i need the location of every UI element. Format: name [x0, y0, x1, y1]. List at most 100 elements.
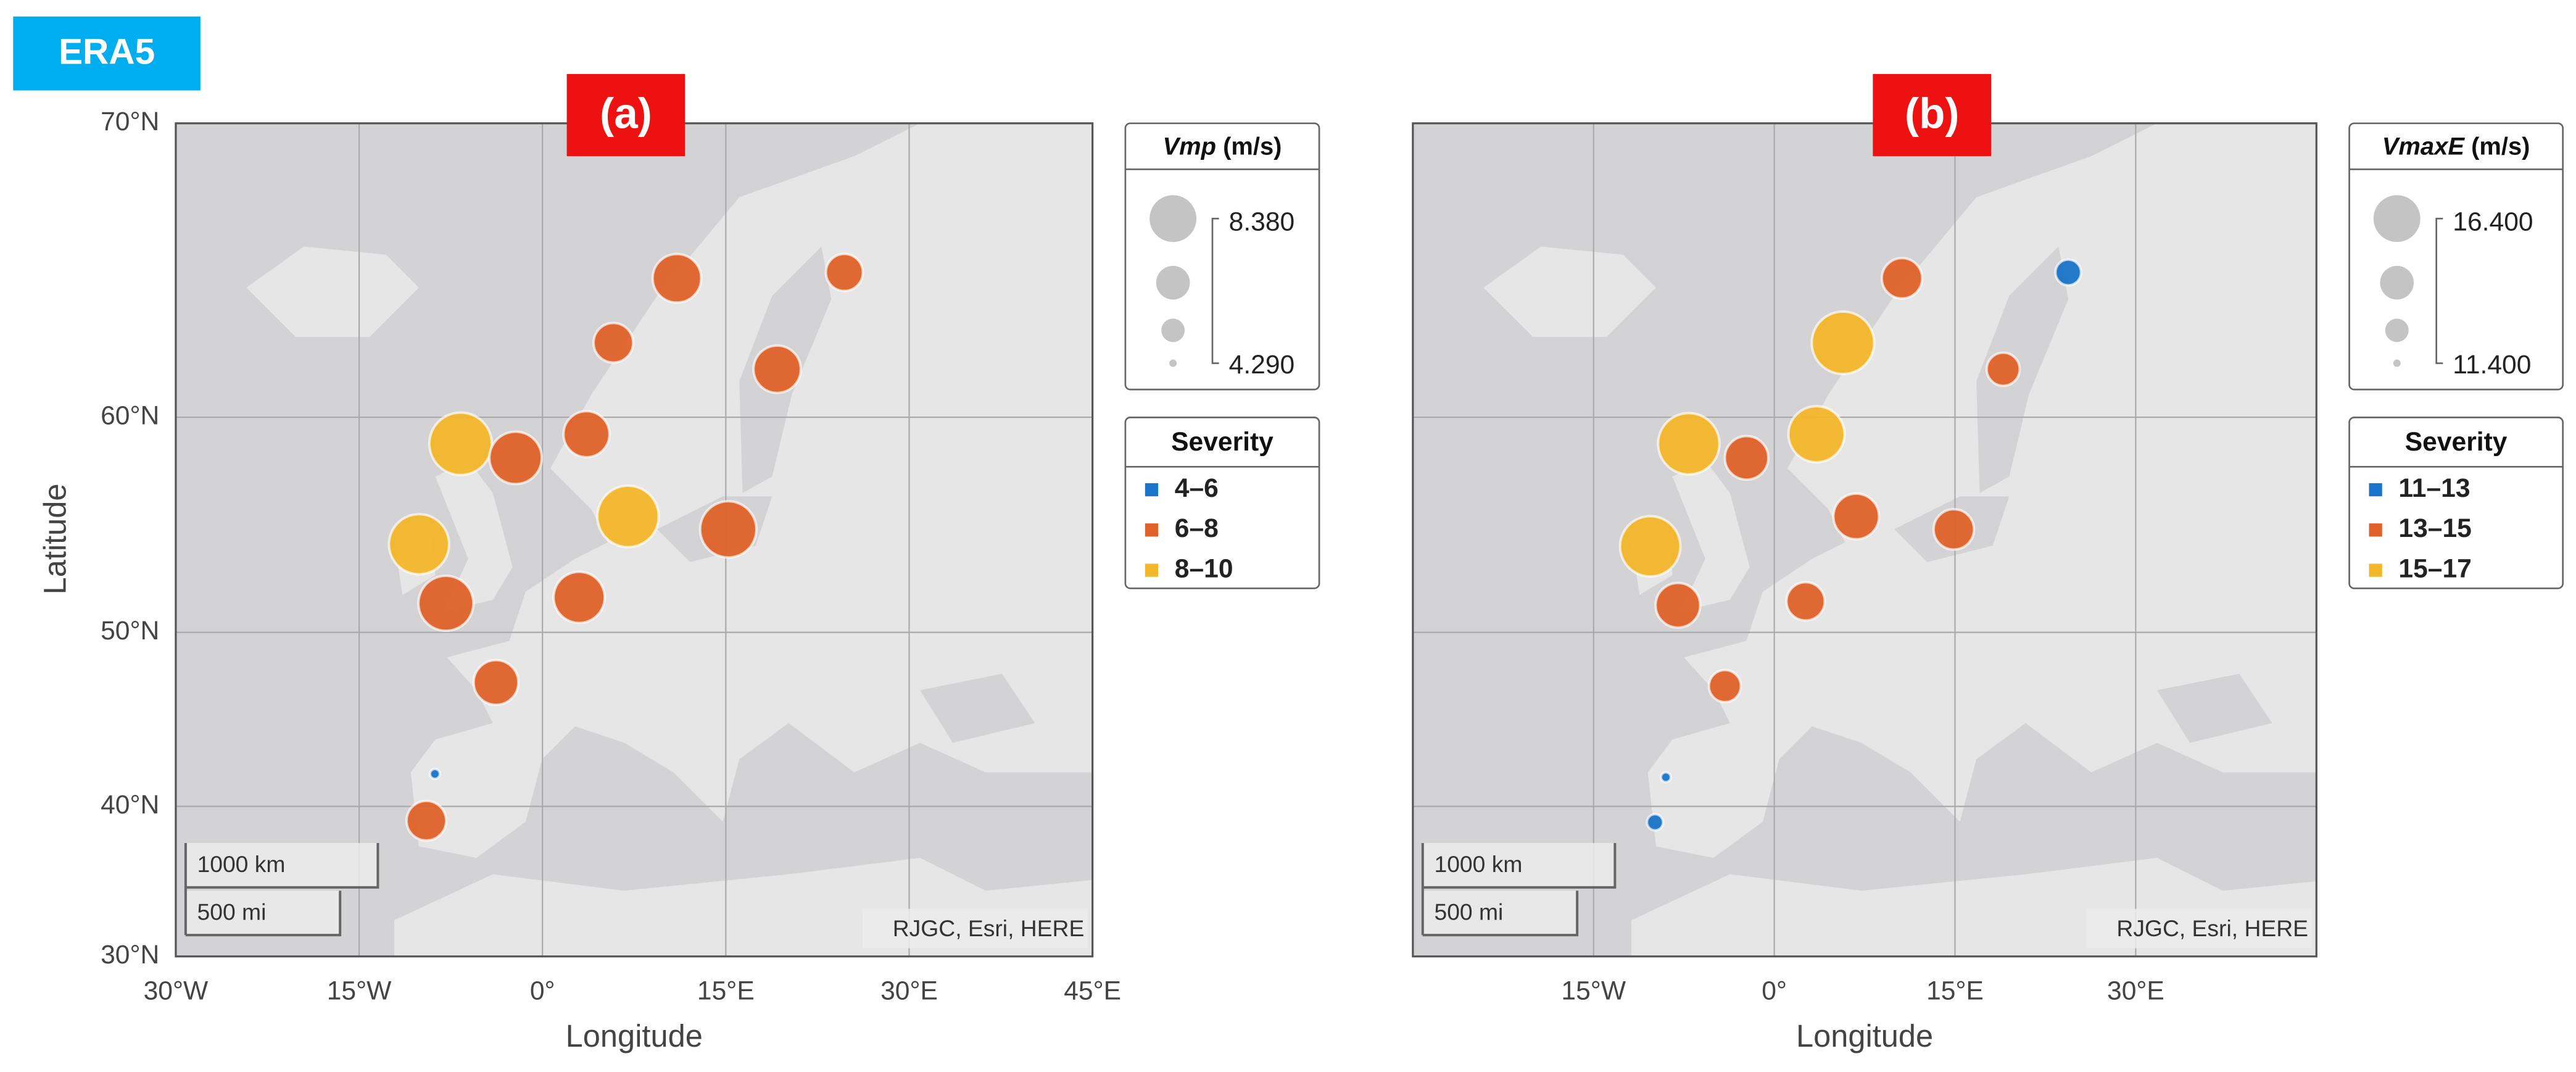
- x-tick-label: 30°E: [2107, 976, 2164, 1006]
- x-tick-label: 15°W: [327, 976, 392, 1006]
- scale-bar-label: 1000 km: [1434, 851, 1522, 877]
- panel-label-box: [1873, 73, 1992, 157]
- y-tick-label: 50°N: [101, 616, 159, 646]
- station-bubble: [1723, 434, 1770, 481]
- station-bubble: [428, 411, 494, 476]
- size-legend-unit: (m/s): [2471, 133, 2530, 160]
- legend-size-circle: [2385, 318, 2409, 343]
- station-bubble: [417, 574, 475, 633]
- station-bubble: [651, 252, 703, 304]
- panel-label: (b): [1905, 89, 1959, 137]
- y-tick-label: 30°N: [101, 940, 159, 970]
- station-bubble: [1654, 581, 1702, 629]
- station-bubble: [1646, 813, 1665, 832]
- x-axis-label: Longitude: [1796, 1018, 1933, 1053]
- station-bubble: [1657, 412, 1721, 476]
- severity-swatch: [2369, 483, 2382, 497]
- badge-box: [13, 16, 201, 91]
- legend-size-circle: [1149, 195, 1197, 243]
- station-bubble: [1880, 257, 1924, 300]
- scale-bar-box: [185, 843, 378, 887]
- legend-bracket: [2435, 217, 2443, 364]
- legend-bracket: [1211, 217, 1219, 364]
- severity-label: 4–6: [1175, 473, 1219, 503]
- attribution: RJGC, Esri, HERE: [2116, 915, 2308, 941]
- size-legend-variable: VmaxE: [2382, 133, 2466, 160]
- severity-swatch: [1145, 563, 1159, 577]
- legend-size-circle: [1169, 359, 1177, 367]
- scale-bar: [184, 843, 379, 937]
- station-bubble: [1659, 771, 1672, 784]
- scale-bar-box: [1422, 843, 1615, 887]
- station-bubble: [405, 799, 448, 842]
- station-bubble: [488, 430, 544, 486]
- y-tick-label: 60°N: [101, 401, 159, 430]
- x-tick-label: 45°E: [1064, 976, 1121, 1006]
- severity-swatch: [2369, 563, 2382, 577]
- station-bubble: [1787, 405, 1846, 464]
- station-bubble: [2054, 258, 2082, 287]
- station-bubble: [428, 767, 441, 780]
- map-panel: 1000 km 500 mi RJGC, Esri, HERE: [175, 122, 1094, 958]
- size-legend-min: 11.400: [2453, 350, 2531, 380]
- x-axis-label: Longitude: [566, 1018, 703, 1053]
- scale-bar-box: [185, 891, 341, 936]
- station-bubble: [1785, 581, 1826, 622]
- badge: ERA5: [59, 31, 155, 72]
- scale-bar-box: [1422, 891, 1578, 936]
- station-bubble: [752, 344, 802, 394]
- size-legend-min: 4.290: [1229, 350, 1295, 380]
- legend-size-circle: [2373, 195, 2421, 243]
- x-tick-label: 0°: [530, 976, 555, 1006]
- size-legend-variable: Vmp: [1162, 133, 1216, 160]
- station-bubble: [1618, 515, 1682, 578]
- scale-bar-label: 1000 km: [197, 851, 286, 877]
- panel-label: (a): [600, 89, 652, 137]
- attribution: RJGC, Esri, HERE: [893, 915, 1085, 941]
- severity-legend-title: Severity: [2405, 427, 2508, 457]
- station-bubble: [562, 410, 611, 459]
- station-bubble: [1810, 310, 1876, 375]
- station-bubble: [596, 484, 660, 549]
- scale-bar: [1421, 843, 1617, 937]
- size-legend-title: VmaxE (m/s): [2382, 133, 2530, 160]
- size-legend-max: 8.380: [1229, 207, 1295, 236]
- legend-size-circle: [1156, 265, 1190, 300]
- severity-swatch: [1145, 483, 1159, 497]
- station-bubble: [472, 659, 520, 707]
- severity-label: 11–13: [2398, 473, 2470, 503]
- x-tick-label: 0°: [1762, 976, 1787, 1006]
- severity-swatch: [1145, 523, 1159, 537]
- station-bubble: [592, 322, 635, 364]
- severity-label: 13–15: [2398, 513, 2471, 543]
- severity-legend-box: [2348, 417, 2564, 589]
- severity-swatch: [2369, 523, 2382, 537]
- legend-size-circle: [1161, 318, 1185, 343]
- x-tick-label: 30°W: [144, 976, 209, 1006]
- y-axis-label: Latitude: [38, 483, 73, 594]
- station-bubble: [824, 252, 864, 293]
- attribution-box: [2086, 908, 2312, 949]
- station-bubble: [387, 513, 450, 576]
- station-bubble: [1932, 508, 1976, 551]
- x-tick-label: 15°W: [1561, 976, 1626, 1006]
- scale-bar-label: 500 mi: [197, 899, 267, 924]
- severity-label: 8–10: [1175, 554, 1233, 583]
- size-legend-title: Vmp (m/s): [1162, 133, 1282, 160]
- map-frame: [1412, 122, 2317, 958]
- y-tick-label: 70°N: [101, 107, 159, 136]
- station-bubble: [1707, 668, 1742, 704]
- severity-legend-title: Severity: [1171, 427, 1274, 457]
- size-legend-max: 16.400: [2453, 207, 2533, 236]
- map-panel: 1000 km 500 mi RJGC, Esri, HERE: [1412, 122, 2317, 958]
- y-tick-label: 40°N: [101, 790, 159, 820]
- severity-legend-box: [1124, 417, 1320, 589]
- station-bubble: [1985, 351, 2021, 388]
- attribution-box: [862, 908, 1088, 949]
- x-tick-label: 30°E: [880, 976, 938, 1006]
- station-bubble: [552, 570, 607, 625]
- x-tick-label: 15°E: [697, 976, 755, 1006]
- legend-size-circle: [2380, 265, 2414, 300]
